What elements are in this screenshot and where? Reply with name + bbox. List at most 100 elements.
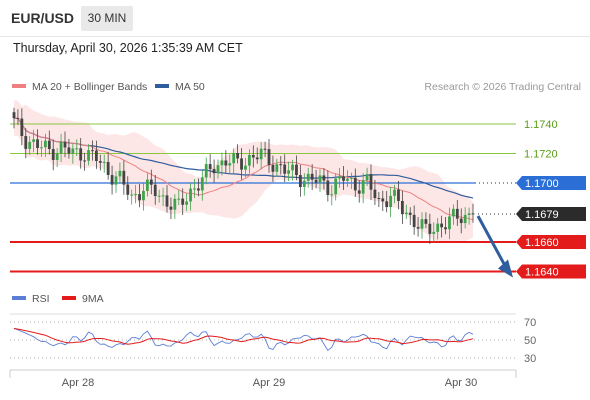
candle-body	[471, 213, 475, 215]
rsi-legend-swatch	[12, 296, 26, 300]
candle-body	[424, 219, 428, 224]
candle-body	[200, 177, 204, 191]
x-tick-label: Apr 30	[445, 377, 477, 389]
last-price-tag	[516, 206, 586, 221]
candle-body	[126, 184, 130, 195]
candle-body	[71, 148, 75, 154]
candle-body	[283, 164, 287, 174]
candle-body	[142, 190, 145, 201]
header-bar: EUR/USD 30 MIN	[0, 0, 590, 36]
candle-body	[361, 180, 365, 194]
rsi-line	[13, 327, 474, 352]
timestamp-label: Thursday, April 30, 2026 1:35:39 AM CET	[13, 41, 243, 55]
candle-body	[247, 154, 251, 166]
last-price-tag-label: 1.1679	[525, 209, 559, 221]
pivot-tag-label: 1.1700	[525, 178, 559, 190]
candle-body	[193, 188, 196, 190]
candle-body	[267, 149, 271, 165]
candle-body	[377, 198, 381, 200]
rsi-tick-label: 30	[524, 353, 536, 365]
candle-body	[279, 164, 283, 166]
candle-body	[169, 206, 173, 210]
candle-body	[389, 195, 393, 208]
x-axis: Apr 28 Apr 29 Apr 30	[9, 369, 517, 389]
candlesticks	[12, 107, 475, 244]
forecast-arrow-shaft	[476, 215, 508, 269]
forecast-arrow-head	[498, 259, 513, 278]
candle-body	[55, 153, 59, 160]
candle-body	[28, 141, 32, 149]
candle-body	[59, 141, 63, 154]
candle-body	[373, 189, 377, 199]
candle-body	[177, 198, 181, 200]
candle-body	[295, 164, 298, 176]
candle-body	[153, 184, 157, 197]
candle-body	[314, 179, 318, 183]
candle-body	[212, 169, 216, 174]
candle-body	[428, 223, 432, 234]
rsi-ma-line	[13, 327, 474, 345]
ma50-legend-label: MA 50	[175, 81, 205, 93]
candle-body	[440, 223, 444, 228]
candle-body	[275, 164, 279, 172]
rsi-legend-label: RSI	[32, 293, 50, 305]
candle-body	[444, 227, 447, 230]
candle-body	[189, 188, 192, 202]
candle-body	[16, 118, 20, 120]
candle-body	[310, 173, 314, 180]
candle-body	[291, 164, 294, 171]
candle-body	[467, 213, 471, 215]
candle-body	[236, 153, 240, 159]
candle-body	[400, 200, 404, 215]
candle-body	[40, 147, 43, 149]
pivot-tag	[516, 176, 586, 190]
candle-body	[369, 174, 373, 190]
candle-body	[83, 160, 87, 162]
candle-body	[365, 174, 369, 181]
candle-body	[32, 139, 36, 142]
candle-body	[122, 170, 126, 185]
candle-body	[165, 195, 169, 207]
price-levels	[10, 123, 516, 273]
rsi-tick-label: 50	[524, 335, 536, 347]
bollinger-band-area	[14, 100, 473, 244]
candle-body	[47, 140, 51, 149]
timeframe-badge[interactable]: 30 MIN	[81, 6, 133, 31]
ma50-legend-swatch	[155, 84, 169, 88]
candle-body	[298, 175, 302, 188]
candle-body	[204, 164, 208, 178]
candle-body	[20, 118, 24, 137]
candle-body	[416, 227, 420, 229]
ma20-legend-swatch	[12, 84, 26, 88]
candle-body	[67, 147, 71, 154]
candle-body	[208, 164, 212, 170]
candle-body	[357, 190, 361, 194]
candle-body	[24, 136, 28, 149]
candle-body	[181, 198, 185, 205]
header-divider	[0, 36, 590, 37]
candle-body	[134, 194, 138, 196]
candle-body	[455, 208, 459, 219]
candle-body	[87, 150, 90, 161]
candle-body	[381, 198, 385, 202]
candle-body	[459, 218, 463, 224]
candle-body	[432, 231, 436, 234]
ma20-legend-label: MA 20 + Bollinger Bands	[32, 81, 147, 93]
candle-body	[448, 216, 451, 230]
x-tick-label: Apr 29	[253, 377, 285, 389]
credit-label: Research © 2026 Trading Central	[424, 81, 581, 93]
candle-body	[94, 150, 98, 162]
x-tick-label: Apr 28	[62, 377, 94, 389]
candle-body	[334, 178, 338, 195]
candle-body	[216, 165, 220, 174]
candle-body	[91, 150, 94, 152]
candle-body	[51, 148, 55, 160]
candle-body	[393, 189, 396, 196]
candle-body	[306, 173, 310, 181]
candle-body	[12, 112, 16, 119]
candle-body	[330, 194, 334, 196]
candle-body	[342, 176, 345, 181]
candle-body	[346, 178, 349, 181]
rsi-panel: 70 50 30	[10, 313, 536, 365]
candle-body	[173, 198, 177, 210]
